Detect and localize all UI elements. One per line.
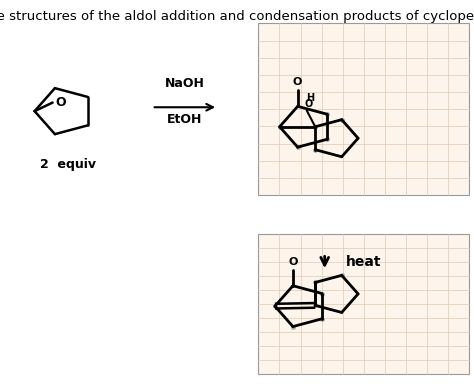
Bar: [258, 23, 469, 195]
Text: EtOH: EtOH: [167, 113, 202, 126]
Text: 2  equiv: 2 equiv: [40, 158, 96, 171]
Text: O: O: [293, 77, 302, 87]
Text: Draw the structures of the aldol addition and condensation products of cyclopent: Draw the structures of the aldol additio…: [0, 10, 474, 23]
Text: NaOH: NaOH: [165, 78, 205, 90]
Text: O: O: [55, 96, 65, 109]
Bar: [258, 234, 469, 374]
Text: heat: heat: [346, 255, 382, 269]
Text: O: O: [304, 99, 313, 109]
Text: O: O: [288, 257, 298, 266]
Text: H: H: [306, 92, 315, 103]
